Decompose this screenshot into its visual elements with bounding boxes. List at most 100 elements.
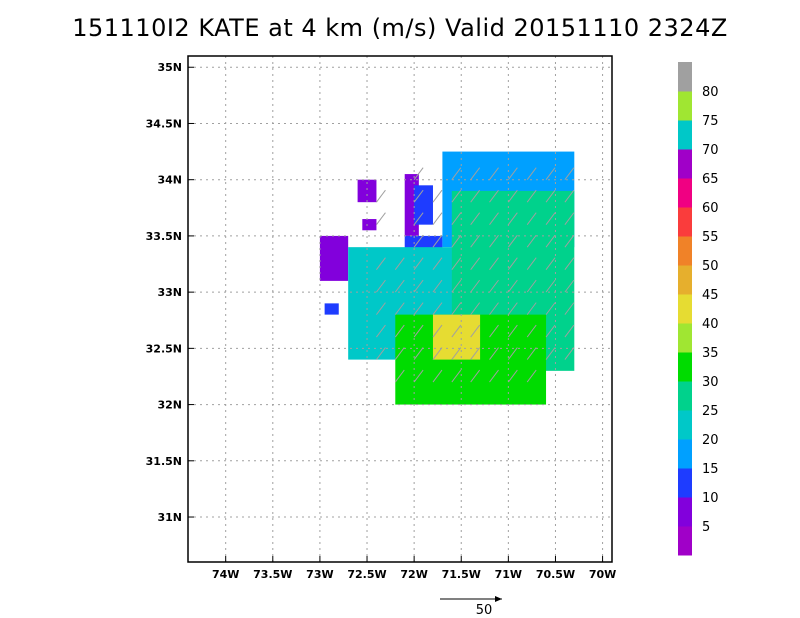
wind-vector-31 bbox=[432, 189, 443, 203]
plot-frame bbox=[187, 55, 613, 563]
colorbar-swatch-10 bbox=[678, 236, 692, 266]
wind-vector-90 bbox=[545, 167, 556, 180]
wind-vector-30 bbox=[432, 212, 443, 225]
colorbar-label-2: 15 bbox=[702, 462, 719, 477]
wind-vector-26 bbox=[432, 302, 443, 315]
wind-vector-8 bbox=[394, 347, 405, 360]
colorbar-swatch-3 bbox=[678, 439, 692, 469]
wind-vector-41 bbox=[451, 167, 462, 180]
wind-vector-14 bbox=[413, 347, 424, 360]
colorbar-label-10: 55 bbox=[702, 230, 719, 245]
wind-vector-46 bbox=[470, 279, 481, 293]
wind-vector-37 bbox=[451, 257, 462, 270]
wind-vector-76 bbox=[526, 279, 537, 293]
wind-vector-32 bbox=[451, 369, 462, 383]
wind-vector-88 bbox=[545, 212, 556, 225]
wind-cell-1 bbox=[362, 219, 377, 231]
wind-vector-70 bbox=[507, 189, 518, 203]
reference-vector: 50 bbox=[440, 596, 502, 618]
wind-vector-64 bbox=[507, 324, 518, 338]
wind-vector-56 bbox=[489, 279, 499, 293]
wind-vector-18 bbox=[413, 257, 424, 270]
wind-vector-11 bbox=[394, 279, 405, 293]
wind-vector-57 bbox=[489, 257, 499, 270]
colorbar-swatch-13 bbox=[678, 149, 692, 179]
wind-cell-6 bbox=[414, 185, 433, 225]
colorbar-label-15: 80 bbox=[702, 85, 719, 100]
wind-vector-79 bbox=[526, 212, 537, 225]
colorbar-swatch-1 bbox=[678, 497, 692, 527]
wind-vector-27 bbox=[432, 279, 443, 293]
colorbar-label-1: 10 bbox=[702, 491, 719, 506]
y-tick-label-3: 32.5N bbox=[146, 342, 182, 355]
wind-vector-38 bbox=[451, 234, 462, 248]
colorbar-label-9: 50 bbox=[702, 259, 719, 274]
wind-vector-63 bbox=[507, 347, 518, 360]
colorbar-swatch-16 bbox=[678, 62, 692, 92]
x-tick-label-5: 71.5W bbox=[442, 568, 481, 581]
colorbar-label-4: 25 bbox=[702, 404, 719, 419]
y-tick-label-4: 33N bbox=[157, 286, 182, 299]
wind-cell-12 bbox=[432, 314, 481, 360]
y-tick-label-1: 31.5N bbox=[146, 455, 182, 468]
wind-vector-73 bbox=[526, 347, 537, 360]
colorbar-swatch-7 bbox=[678, 323, 692, 353]
wind-vector-25 bbox=[432, 324, 443, 338]
wind-vector-0 bbox=[376, 347, 386, 360]
colorbar-swatch-11 bbox=[678, 207, 692, 237]
wind-vector-49 bbox=[470, 212, 481, 225]
wind-vector-60 bbox=[489, 189, 499, 203]
wind-vector-98 bbox=[564, 189, 575, 203]
wind-vector-75 bbox=[526, 302, 537, 315]
wind-vector-84 bbox=[545, 302, 556, 315]
colorbar-swatch-2 bbox=[678, 468, 692, 498]
wind-vector-4 bbox=[376, 257, 386, 270]
x-tick-label-2: 73W bbox=[306, 568, 333, 581]
wind-vector-2 bbox=[376, 302, 386, 315]
colorbar-label-13: 70 bbox=[702, 143, 719, 158]
wind-vector-45 bbox=[470, 302, 481, 315]
colorbar-swatch-15 bbox=[678, 91, 692, 121]
wind-vector-85 bbox=[545, 279, 556, 293]
wind-cell-5 bbox=[324, 303, 339, 315]
colorbar-swatch-14 bbox=[678, 120, 692, 150]
wind-vector-50 bbox=[470, 189, 481, 203]
colorbar-swatch-4 bbox=[678, 410, 692, 440]
wind-vector-1 bbox=[376, 324, 386, 338]
wind-vector-95 bbox=[564, 257, 575, 270]
wind-field-cells bbox=[319, 151, 575, 405]
colorbar: 5 10 15 20 25 30 35 40 45 50 55 60 65 70 75 80 bbox=[678, 62, 719, 556]
wind-vector-23 bbox=[432, 369, 443, 383]
wind-vector-52 bbox=[489, 369, 499, 383]
wind-vector-87 bbox=[545, 234, 556, 248]
wind-vector-9 bbox=[394, 324, 405, 338]
grid-lines bbox=[188, 56, 612, 562]
wind-vector-39 bbox=[451, 212, 462, 225]
wind-vector-66 bbox=[507, 279, 518, 293]
wind-vector-29 bbox=[432, 234, 443, 248]
reference-vector-label: 50 bbox=[476, 603, 493, 618]
y-axis-ticks: 31N 31.5N 32N 32.5N 33N 33.5N 34N 34.5N 35N bbox=[146, 61, 194, 524]
wind-vector-54 bbox=[489, 324, 499, 338]
wind-vector-74 bbox=[526, 324, 537, 338]
wind-vector-16 bbox=[413, 302, 424, 315]
x-axis-ticks: 74W 73.5W 73W 72.5W 72W 71.5W 71W 70.5W 70W bbox=[212, 556, 616, 581]
wind-vector-99 bbox=[564, 167, 575, 180]
wind-vector-13 bbox=[413, 369, 424, 383]
colorbar-label-11: 60 bbox=[702, 201, 719, 216]
wind-vector-72 bbox=[526, 369, 537, 383]
wind-vector-93 bbox=[564, 302, 575, 315]
colorbar-swatch-12 bbox=[678, 178, 692, 208]
colorbar-swatch-0 bbox=[678, 526, 692, 556]
x-tick-label-4: 72W bbox=[400, 568, 427, 581]
wind-vector-59 bbox=[489, 212, 499, 225]
wind-vector-35 bbox=[451, 302, 462, 315]
colorbar-label-3: 20 bbox=[702, 433, 719, 448]
wind-vector-40 bbox=[451, 189, 462, 203]
wind-vector-43 bbox=[470, 347, 481, 360]
wind-vector-97 bbox=[564, 212, 575, 225]
wind-vector-21 bbox=[413, 189, 424, 203]
wind-vector-65 bbox=[507, 302, 518, 315]
wind-vector-36 bbox=[451, 279, 462, 293]
wind-vector-69 bbox=[507, 212, 518, 225]
